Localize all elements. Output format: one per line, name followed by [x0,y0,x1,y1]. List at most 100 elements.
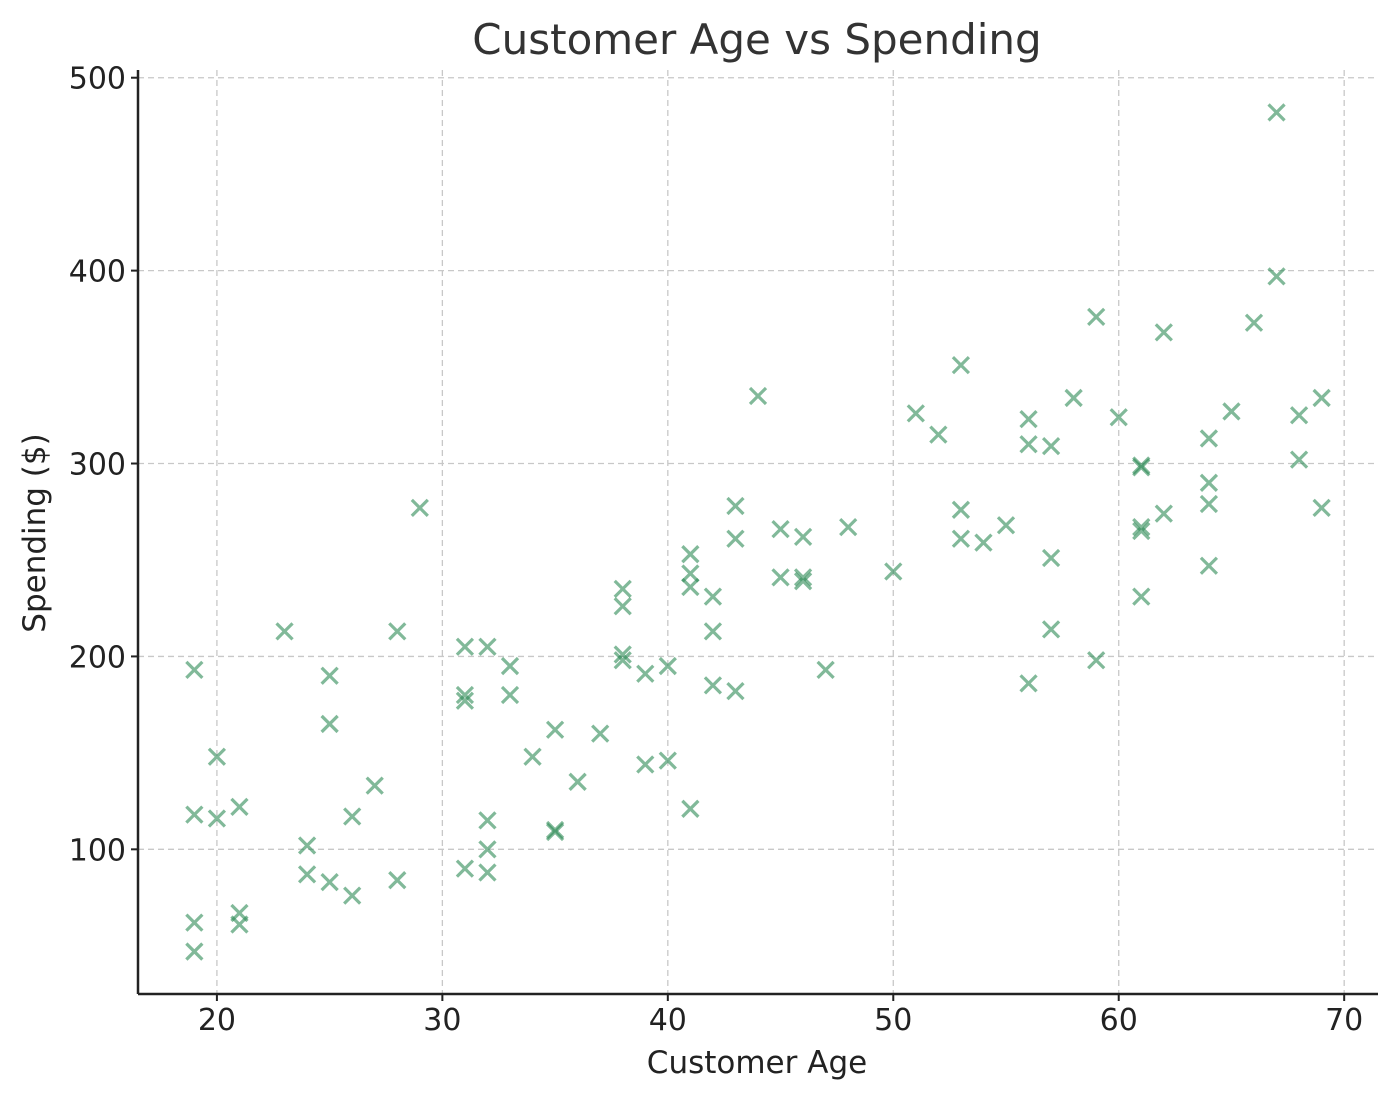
data-point [207,809,227,828]
data-point [1199,556,1219,575]
data-point [478,840,497,859]
data-point [343,886,362,905]
data-point [1132,518,1151,537]
data-point [816,660,835,680]
data-point [951,529,971,548]
y-tick-label: 300 [69,448,126,483]
data-point [523,747,542,766]
data-point [681,577,700,597]
data-point [681,799,700,818]
data-point [1019,410,1038,429]
data-point [1019,674,1038,693]
data-point [906,404,925,423]
data-point [1222,402,1241,421]
data-point [951,500,971,519]
data-point [793,568,813,587]
data-point [185,942,204,961]
data-point [455,691,475,710]
data-point [478,863,497,882]
data-point [185,913,204,932]
data-point [1109,408,1128,427]
data-point [275,622,294,641]
data-point [1267,267,1286,286]
data-point [771,519,790,539]
data-point [613,579,632,599]
data-point [320,666,339,685]
data-point [343,807,362,826]
data-point [703,676,723,695]
data-point [500,656,520,676]
data-point [613,597,632,616]
data-point [1132,587,1151,606]
data-point [1041,548,1061,568]
data-point [839,518,858,537]
data-point [1312,388,1331,408]
data-point [726,529,745,548]
data-point [1154,323,1173,342]
data-point [1199,429,1219,448]
data-point [658,751,677,770]
data-point [297,865,317,884]
data-point [681,564,700,583]
data-point [726,496,745,516]
data-point [793,527,813,546]
data-point [591,724,610,743]
data-point [478,637,497,656]
data-point [658,656,677,676]
data-point [1132,521,1151,541]
x-tick-label: 20 [198,1003,236,1038]
x-axis-label: Customer Age [647,1045,867,1081]
data-point [1064,388,1083,408]
data-point [455,685,475,705]
y-tick-label: 500 [69,62,126,97]
data-point [230,915,249,934]
x-tick-label: 60 [1100,1003,1138,1038]
data-point [1199,494,1219,514]
data-point [1019,435,1038,454]
data-point [636,664,655,683]
data-point [1087,651,1106,670]
grid-lines [138,70,1378,994]
data-point [1267,103,1286,122]
data-point [974,533,993,552]
data-point [185,805,204,824]
data-point [771,568,790,587]
data-point [1041,620,1061,639]
data-point [748,386,768,406]
data-point [455,859,475,878]
data-point [320,714,339,734]
data-point [388,871,407,890]
data-point [703,587,723,606]
data-point [613,651,632,670]
data-point [230,797,249,817]
data-point [636,755,655,774]
data-point [1244,313,1264,332]
data-point [478,811,497,830]
data-point [410,498,429,518]
data-point [1087,307,1106,327]
y-tick-label: 400 [69,255,126,290]
data-point [568,772,587,791]
data-point [1041,437,1061,456]
data-point [929,425,948,444]
data-point [1289,406,1309,425]
chart-title: Customer Age vs Spending [472,15,1041,64]
y-tick-label: 200 [69,640,126,675]
data-point [207,747,227,766]
data-point [388,622,407,641]
x-tick-label: 70 [1325,1003,1363,1038]
data-point [1289,450,1309,469]
y-axis-label: Spending ($) [17,433,53,632]
data-point [996,516,1016,535]
y-tick-label: 100 [69,833,126,868]
data-points [185,103,1331,961]
data-point [500,685,520,705]
data-point [365,776,384,795]
data-point [884,562,903,581]
tick-labels: 20 30 40 50 60 70 100 200 300 400 500 [69,62,1364,1038]
data-point [1199,473,1219,492]
data-point [726,682,745,701]
data-point [681,545,700,564]
data-point [545,720,565,739]
